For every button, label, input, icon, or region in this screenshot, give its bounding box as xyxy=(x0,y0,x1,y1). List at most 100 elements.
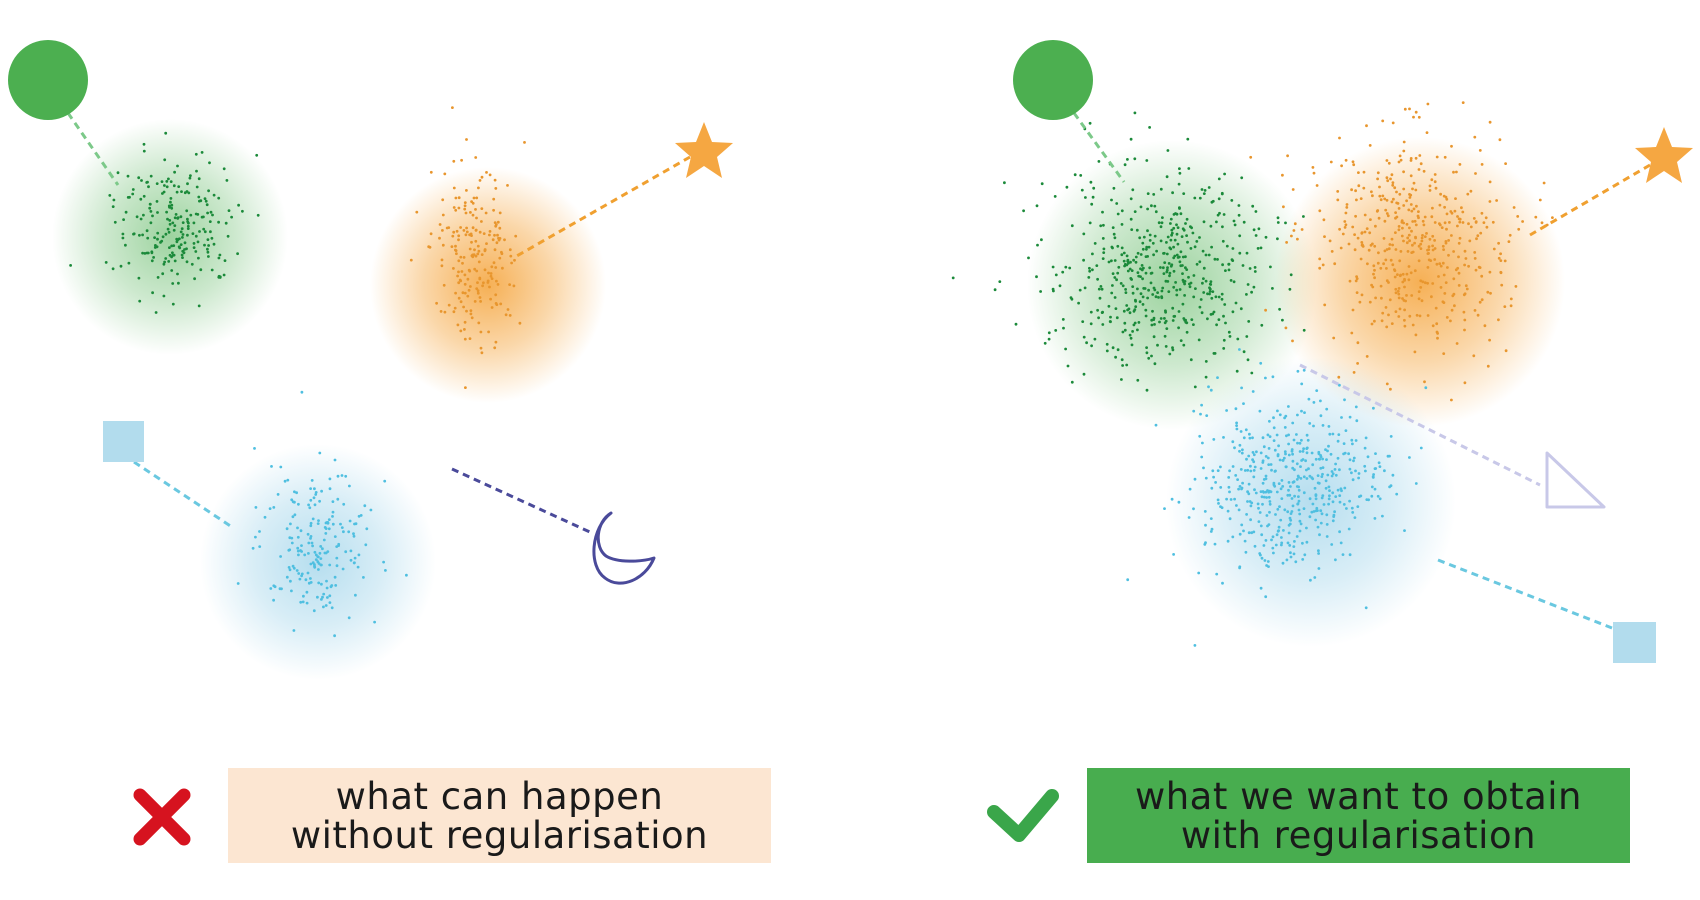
scatter-point xyxy=(1347,452,1350,456)
scatter-point xyxy=(164,232,168,236)
scatter-point xyxy=(1225,244,1229,248)
scatter-point xyxy=(1052,289,1055,293)
scatter-point xyxy=(197,256,200,260)
scatter-point xyxy=(1088,266,1091,270)
scatter-point xyxy=(1235,504,1238,507)
scatter-point xyxy=(122,218,125,222)
scatter-point xyxy=(1070,297,1074,301)
scatter-point xyxy=(1249,504,1253,508)
scatter-point xyxy=(194,212,198,216)
scatter-point xyxy=(1287,453,1291,457)
scatter-point xyxy=(1426,314,1430,317)
scatter-point xyxy=(1235,369,1239,373)
scatter-point xyxy=(1408,107,1411,111)
scatter-point xyxy=(1290,510,1294,513)
scatter-point xyxy=(1461,101,1465,104)
scatter-point xyxy=(492,197,496,201)
scatter-point xyxy=(1514,285,1518,288)
scatter-point xyxy=(1159,317,1163,320)
scatter-point xyxy=(1352,163,1356,167)
scatter-point xyxy=(331,522,335,526)
scatter-point xyxy=(1100,287,1104,291)
scatter-point xyxy=(1198,260,1202,264)
scatter-point xyxy=(1331,432,1335,436)
scatter-point xyxy=(457,238,460,242)
scatter-point xyxy=(483,268,487,272)
scatter-point xyxy=(482,232,486,236)
scatter-point xyxy=(141,251,145,255)
scatter-point xyxy=(254,535,257,539)
scatter-point xyxy=(169,180,173,184)
scatter-point xyxy=(1419,242,1423,246)
scatter-point xyxy=(1120,209,1124,213)
scatter-point xyxy=(1113,236,1117,240)
scatter-point xyxy=(488,230,492,233)
scatter-point xyxy=(1350,506,1354,510)
scatter-point xyxy=(1125,254,1129,258)
scatter-point xyxy=(1179,250,1183,254)
scatter-point xyxy=(1191,231,1195,235)
scatter-point xyxy=(454,244,457,248)
scatter-point xyxy=(443,310,447,314)
scatter-point xyxy=(491,238,495,242)
scatter-point xyxy=(195,169,198,173)
scatter-point xyxy=(1047,331,1051,335)
scatter-point xyxy=(186,217,189,221)
scatter-point xyxy=(1419,247,1423,251)
scatter-point xyxy=(1088,221,1092,225)
scatter-point xyxy=(172,228,176,232)
scatter-point xyxy=(1289,551,1292,555)
scatter-point xyxy=(1431,206,1434,210)
scatter-point xyxy=(1171,346,1174,350)
scatter-point xyxy=(1151,309,1154,313)
square-icon xyxy=(103,421,144,462)
scatter-point xyxy=(131,188,135,191)
scatter-point xyxy=(1165,327,1169,330)
scatter-point xyxy=(1209,517,1213,520)
scatter-point xyxy=(1261,502,1264,506)
scatter-point xyxy=(156,237,159,241)
scatter-point xyxy=(1410,229,1413,233)
scatter-point xyxy=(163,158,167,162)
scatter-point xyxy=(1480,163,1484,166)
scatter-point xyxy=(409,258,413,262)
scatter-point xyxy=(1421,280,1425,284)
scatter-point xyxy=(1276,216,1280,220)
scatter-point xyxy=(1141,241,1145,245)
scatter-point xyxy=(1404,299,1407,303)
scatter-point xyxy=(1300,409,1303,413)
scatter-point xyxy=(189,174,192,178)
scatter-point xyxy=(1412,115,1415,119)
scatter-point xyxy=(1389,177,1392,181)
scatter-point xyxy=(204,199,208,203)
scatter-point xyxy=(1397,225,1401,228)
scatter-point xyxy=(457,259,461,263)
scatter-point xyxy=(1246,358,1250,362)
scatter-point xyxy=(316,522,320,525)
scatter-point xyxy=(1251,436,1254,440)
scatter-point xyxy=(1302,215,1305,218)
scatter-point xyxy=(1240,451,1244,455)
scatter-point xyxy=(316,595,319,599)
scatter-point xyxy=(1456,224,1459,228)
scatter-point xyxy=(1267,495,1271,499)
scatter-point xyxy=(1472,217,1476,220)
scatter-point xyxy=(1356,236,1360,240)
scatter-point xyxy=(1362,170,1366,174)
scatter-point xyxy=(299,529,303,533)
scatter-point xyxy=(1475,237,1478,241)
scatter-point xyxy=(1405,199,1408,203)
scatter-point xyxy=(454,291,457,295)
scatter-point xyxy=(463,207,467,211)
scatter-point xyxy=(470,240,473,244)
scatter-point xyxy=(272,506,276,509)
scatter-point xyxy=(1321,457,1324,461)
scatter-point xyxy=(319,557,323,560)
scatter-point xyxy=(309,498,313,502)
scatter-point xyxy=(1389,258,1393,262)
scatter-point xyxy=(1279,487,1283,491)
scatter-point xyxy=(468,247,472,251)
scatter-point xyxy=(165,180,169,183)
scatter-point xyxy=(1298,512,1302,516)
scatter-point xyxy=(195,185,199,189)
